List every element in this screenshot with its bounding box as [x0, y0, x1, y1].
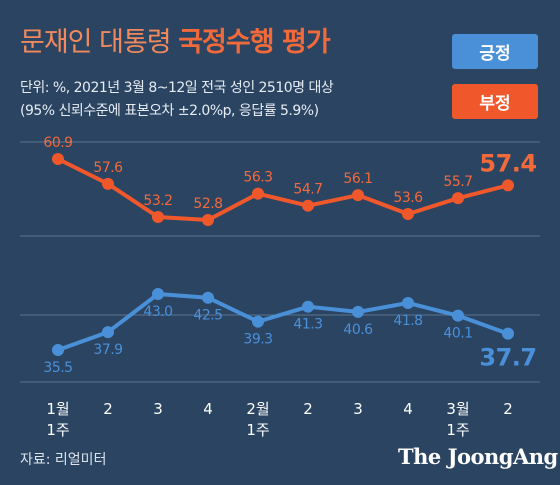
legend-positive: 긍정 [452, 34, 538, 69]
x-tick-label: 2 [503, 400, 513, 418]
data-point [452, 192, 464, 205]
data-label: 37.9 [93, 342, 122, 358]
data-point [302, 300, 314, 313]
x-tick-label: 1월 [46, 400, 69, 418]
data-point [52, 153, 64, 165]
data-point [352, 189, 364, 202]
x-tick-label: 3 [153, 400, 163, 418]
data-point [302, 199, 314, 212]
data-label: 52.8 [193, 196, 222, 212]
x-tick-label: 2월 [246, 400, 269, 418]
data-point [252, 315, 264, 328]
data-point [152, 288, 164, 300]
data-point [402, 296, 414, 309]
data-label: 39.3 [243, 332, 272, 348]
data-point [202, 214, 214, 226]
chart-title: 문재인 대통령 국정수행 평가 [20, 20, 331, 59]
data-label: 53.6 [393, 190, 423, 206]
data-point [402, 207, 414, 220]
data-point [502, 327, 514, 340]
data-label: 57.6 [93, 160, 123, 176]
data-label: 41.8 [393, 313, 422, 329]
data-label: 35.5 [43, 360, 72, 376]
data-point [52, 344, 64, 356]
subtitle-line2: (95% 신뢰수준에 표본오차 ±2.0%p, 응답률 5.9%) [20, 103, 319, 119]
x-tick-label: 2 [103, 400, 113, 418]
x-tick-label-sub: 1주 [46, 421, 69, 439]
data-point [102, 326, 114, 339]
data-label: 55.7 [443, 174, 472, 190]
data-label: 56.3 [243, 170, 272, 186]
data-point [252, 187, 264, 200]
data-point [152, 210, 164, 223]
data-label: 60.9 [43, 135, 72, 151]
series-line-positive [57, 292, 509, 352]
x-tick-label: 3월 [446, 400, 469, 418]
brand-logo: The JoongAng [398, 444, 558, 469]
data-point [452, 309, 464, 322]
data-point [202, 291, 214, 304]
series-line-negative [57, 157, 509, 222]
data-point [102, 177, 114, 190]
data-point [502, 179, 514, 192]
x-tick-label: 4 [403, 400, 413, 418]
legend-negative: 부정 [452, 84, 538, 119]
x-tick-label-sub: 1주 [246, 421, 269, 439]
data-label: 54.7 [293, 182, 322, 198]
data-label: 41.3 [293, 317, 322, 333]
data-label: 56.1 [343, 171, 372, 187]
x-tick-label: 4 [203, 400, 213, 418]
title-part1: 문재인 대통령 [20, 27, 172, 58]
x-tick-label: 2 [303, 400, 313, 418]
x-tick-label: 3 [353, 400, 363, 418]
data-point [352, 305, 364, 318]
data-label: 57.4 [479, 149, 536, 177]
title-part2: 국정수행 평가 [178, 27, 330, 58]
source-text: 자료: 리얼미터 [20, 452, 107, 468]
data-label: 37.7 [479, 344, 536, 372]
data-label: 42.5 [193, 308, 222, 324]
data-label: 43.0 [143, 304, 172, 320]
x-tick-label-sub: 1주 [446, 421, 469, 439]
data-label: 40.6 [343, 322, 373, 338]
data-label: 53.2 [143, 193, 172, 209]
subtitle-line1: 단위: %, 2021년 3월 8~12일 전국 성인 2510명 대상 [20, 80, 334, 96]
data-label: 40.1 [443, 326, 472, 342]
